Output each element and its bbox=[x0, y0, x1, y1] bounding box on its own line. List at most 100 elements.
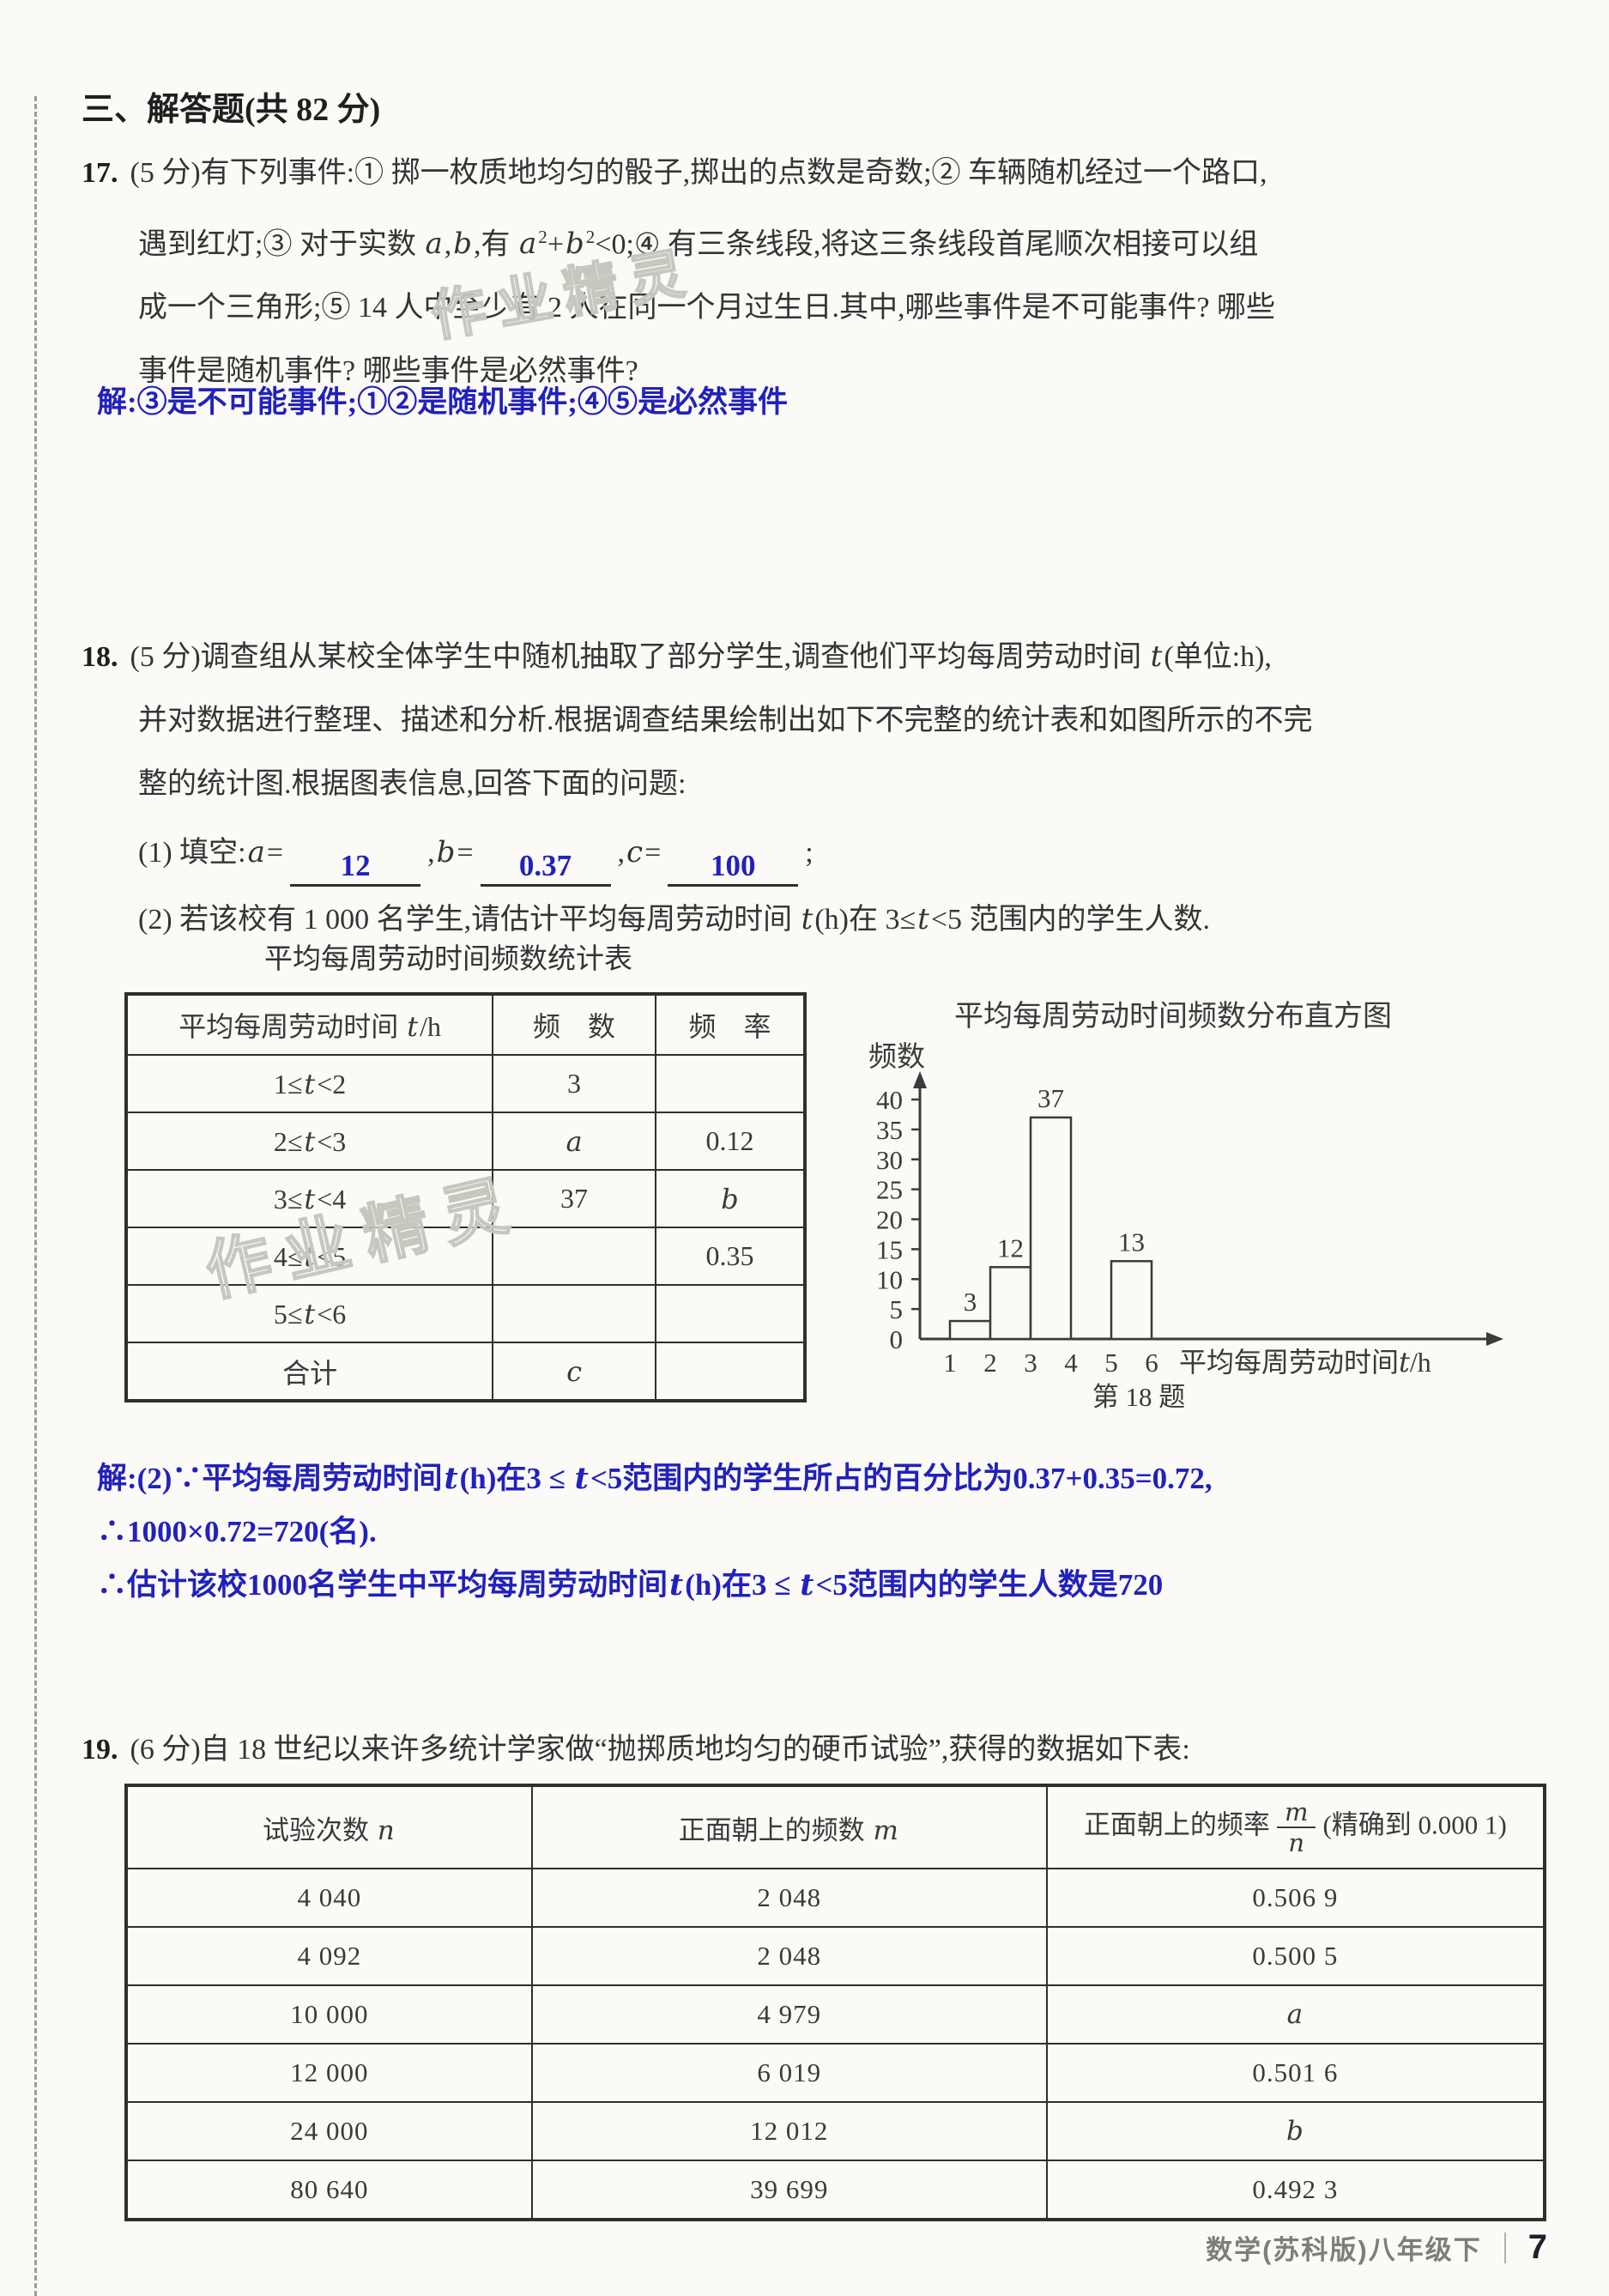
book-title: 数学(苏科版)八年级下 bbox=[1206, 2235, 1482, 2265]
table-cell: b bbox=[654, 1169, 807, 1228]
table-cell bbox=[492, 1227, 656, 1286]
table-cell: 0.35 bbox=[654, 1227, 807, 1286]
question-18: 18. (5 分)调查组从某校全体学生中随机抽取了部分学生,调查他们平均每周劳动时… bbox=[82, 625, 1506, 950]
table-cell: 5≤t<6 bbox=[124, 1284, 494, 1343]
frequency-table-block: 平均每周劳动时间频数统计表 平均每周劳动时间 t/h 频 数 频 率 1≤t<2… bbox=[124, 936, 807, 1429]
footer-divider bbox=[1503, 2232, 1506, 2263]
table-row: 10 000 4 979 a bbox=[125, 1984, 1546, 2045]
table-cell: 0.506 9 bbox=[1045, 1868, 1546, 1928]
question-line: 整的统计图.根据图表信息,回答下面的问题: bbox=[138, 768, 687, 800]
y-tick-label: 40 bbox=[876, 1085, 903, 1115]
y-tick-label: 5 bbox=[890, 1294, 904, 1324]
section-heading: 三、解答题(共 82 分) bbox=[82, 92, 381, 128]
fill-in-suffix: ; bbox=[805, 837, 814, 869]
fraction-denominator: n bbox=[1288, 1828, 1305, 1857]
question-line: 事件是随机事件? 哪些事件是必然事件? bbox=[138, 355, 638, 388]
table-cell: 2≤t<3 bbox=[124, 1112, 494, 1171]
table-cell: 80 640 bbox=[125, 2160, 533, 2220]
histogram-bar bbox=[1110, 1260, 1153, 1341]
column-header: 频 率 bbox=[654, 993, 807, 1056]
column-header: 平均每周劳动时间 t/h bbox=[124, 993, 494, 1056]
bar-value-label: 12 bbox=[997, 1233, 1024, 1263]
table-row: 1≤t<2 3 bbox=[124, 1054, 807, 1113]
table-cell: a bbox=[1045, 1984, 1546, 2045]
blank-c: 100 bbox=[668, 848, 799, 887]
table-header-row: 平均每周劳动时间 t/h 频 数 频 率 bbox=[124, 993, 807, 1056]
x-tick-label: 6 bbox=[1145, 1348, 1158, 1378]
table-cell bbox=[654, 1342, 807, 1402]
table-cell: 2 048 bbox=[530, 1926, 1048, 1986]
column-header: 正面朝上的频率 m n (精确到 0.000 1) bbox=[1045, 1784, 1546, 1869]
bar-value-label: 37 bbox=[1037, 1083, 1064, 1113]
solution-line: ∴1000×0.72=720(名). bbox=[97, 1515, 377, 1548]
solution-line: 解:(2)∵平均每周劳动时间t(h)在3 ≤ t<5范围内的学生所占的百分比为0… bbox=[97, 1461, 1213, 1496]
question-text: (6 分)自 18 世纪以来许多统计学家做“抛掷质地均匀的硬币试验”,获得的数据… bbox=[130, 1734, 1190, 1766]
y-tick-label: 0 bbox=[890, 1324, 904, 1354]
fill-in-prefix: (1) 填空: bbox=[138, 837, 246, 869]
frequency-table-title: 平均每周劳动时间频数统计表 bbox=[264, 944, 632, 975]
y-tick-label: 25 bbox=[876, 1175, 903, 1205]
table-cell: 合计 bbox=[124, 1342, 494, 1402]
histogram-block: 平均每周劳动时间频数分布直方图 频数 0 5 10 15 20 25 30 35 40 3 12 37 13… bbox=[843, 936, 1555, 1429]
table-row: 合计 c bbox=[124, 1342, 807, 1402]
table-row: 5≤t<6 bbox=[124, 1284, 807, 1343]
table-cell: 1≤t<2 bbox=[124, 1054, 494, 1113]
table-cell: 39 699 bbox=[530, 2160, 1048, 2220]
answer-q17: 解:③是不可能事件;①②是随机事件;④⑤是必然事件 bbox=[97, 385, 788, 419]
x-tick-label: 4 bbox=[1064, 1348, 1078, 1378]
table-cell: 4≤t<5 bbox=[124, 1227, 494, 1286]
y-tick-label: 30 bbox=[876, 1145, 903, 1175]
table-cell: 37 bbox=[492, 1169, 656, 1228]
table-row: 4 040 2 048 0.506 9 bbox=[125, 1868, 1546, 1928]
y-tick-label: 20 bbox=[876, 1205, 903, 1235]
page-number: 7 bbox=[1527, 2228, 1547, 2266]
y-tick-label: 10 bbox=[876, 1264, 903, 1294]
table-row: 80 640 39 699 0.492 3 bbox=[125, 2160, 1546, 2220]
question-line: 19. (6 分)自 18 世纪以来许多统计学家做“抛掷质地均匀的硬币试验”,获得… bbox=[82, 1718, 1506, 1782]
page-footer: 数学(苏科版)八年级下 7 bbox=[1206, 2228, 1547, 2267]
bar-value-label: 13 bbox=[1118, 1227, 1145, 1257]
y-axis-arrow bbox=[913, 1071, 927, 1088]
table-row: 4 092 2 048 0.500 5 bbox=[125, 1926, 1546, 1986]
question-line: 并对数据进行整理、描述和分析.根据调查结果绘制出如下不完整的统计表和如图所示的不… bbox=[138, 705, 1313, 736]
table-cell: 6 019 bbox=[530, 2043, 1048, 2103]
var-c-label: ,c= bbox=[617, 835, 662, 869]
question-line: 遇到红灯;③ 对于实数 a,b,有 a2+b2<0;④ 有三条线段,将这三条线段… bbox=[138, 227, 1259, 262]
coin-experiment-table: 试验次数 n 正面朝上的频数 m 正面朝上的频率 m n (精确到 0.000 1) … bbox=[124, 1784, 1546, 2221]
y-tick-label: 35 bbox=[876, 1115, 903, 1145]
table-header-row: 试验次数 n 正面朝上的频数 m 正面朝上的频率 m n (精确到 0.000 1) bbox=[125, 1784, 1546, 1869]
histogram-bar bbox=[989, 1266, 1032, 1341]
question-line: 18. (5 分)调查组从某校全体学生中随机抽取了部分学生,调查他们平均每周劳动时… bbox=[82, 625, 1506, 689]
question-number: 18. bbox=[82, 641, 118, 673]
table-cell: 0.492 3 bbox=[1045, 2160, 1546, 2220]
table-row: 3≤t<4 37 b bbox=[124, 1169, 807, 1228]
table-row: 2≤t<3 a 0.12 bbox=[124, 1112, 807, 1171]
table-cell: 0.501 6 bbox=[1045, 2043, 1546, 2103]
var-b-label: ,b= bbox=[427, 835, 474, 869]
table-cell bbox=[654, 1284, 807, 1343]
fill-in-line: (1) 填空:a= 12 ,b= 0.37 ,c= 100; bbox=[82, 816, 1506, 889]
solution-q18: 解:(2)∵平均每周劳动时间t(h)在3 ≤ t<5范围内的学生所占的百分比为0… bbox=[97, 1452, 1556, 1612]
var-a-label: a= bbox=[247, 835, 284, 869]
q18-figure-row: 平均每周劳动时间频数统计表 平均每周劳动时间 t/h 频 数 频 率 1≤t<2… bbox=[124, 936, 1558, 1429]
table-cell: a bbox=[492, 1112, 656, 1171]
table-cell bbox=[492, 1284, 656, 1343]
histogram-bar bbox=[948, 1319, 992, 1341]
column-header-text: 正面朝上的频率 bbox=[1083, 1809, 1270, 1840]
y-axis-label: 频数 bbox=[868, 1041, 925, 1073]
column-header: 试验次数 n bbox=[125, 1784, 533, 1869]
column-header: 正面朝上的频数 m bbox=[530, 1784, 1048, 1869]
table-row: 12 000 6 019 0.501 6 bbox=[125, 2043, 1546, 2103]
table-cell: 4 979 bbox=[530, 1984, 1048, 2045]
page-margin-rule bbox=[34, 96, 37, 2296]
table-cell: 0.500 5 bbox=[1045, 1926, 1546, 1986]
x-tick-label: 3 bbox=[1024, 1348, 1037, 1378]
table-cell: 12 000 bbox=[125, 2043, 533, 2103]
solution-line: ∴估计该校1000名学生中平均每周劳动时间t(h)在3 ≤ t<5范围内的学生人… bbox=[97, 1567, 1164, 1602]
question-17: 17. (5 分)有下列事件:① 掷一枚质地均匀的骰子,掷出的点数是奇数;② 车辆… bbox=[82, 142, 1497, 403]
x-tick-label: 2 bbox=[983, 1348, 997, 1378]
question-number: 17. bbox=[82, 157, 118, 189]
table-cell: 0.12 bbox=[654, 1112, 807, 1171]
y-tick-label: 15 bbox=[876, 1234, 903, 1264]
table-row: 24 000 12 012 b bbox=[125, 2101, 1546, 2161]
